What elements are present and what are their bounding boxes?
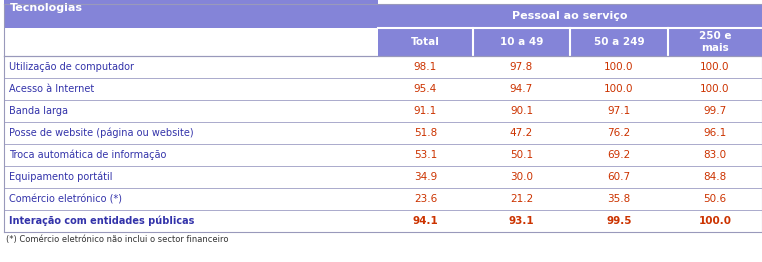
Text: 100.0: 100.0 [699,216,732,226]
Text: Total: Total [411,37,440,47]
Bar [378,4,762,28]
Text: Utilização de computador: Utilização de computador [9,62,134,72]
Text: 250 e
mais: 250 e mais [699,31,732,53]
Text: 100.0: 100.0 [604,84,634,94]
Text: 53.1: 53.1 [414,150,437,160]
Text: 83.0: 83.0 [703,150,726,160]
Text: Troca automática de informação: Troca automática de informação [9,150,166,160]
Text: Tecnologias: Tecnologias [10,3,83,13]
Text: 50.1: 50.1 [510,150,533,160]
Text: 99.5: 99.5 [607,216,632,226]
Text: 30.0: 30.0 [510,172,533,182]
Text: 10 a 49: 10 a 49 [500,37,543,47]
Text: 97.1: 97.1 [607,106,631,116]
Text: Acesso à Internet: Acesso à Internet [9,84,94,94]
Text: 50 a 249: 50 a 249 [594,37,645,47]
Text: 100.0: 100.0 [604,62,634,72]
Text: 99.7: 99.7 [703,106,727,116]
Text: 60.7: 60.7 [607,172,631,182]
Text: 94.1: 94.1 [413,216,438,226]
Text: 23.6: 23.6 [414,194,437,204]
Text: Equipamento portátil: Equipamento portátil [9,172,113,182]
Text: Posse de website (página ou website): Posse de website (página ou website) [9,128,194,138]
Text: 69.2: 69.2 [607,150,631,160]
Text: Pessoal ao serviço: Pessoal ao serviço [512,11,628,21]
Text: 94.7: 94.7 [510,84,533,94]
Text: 100.0: 100.0 [700,62,730,72]
Bar [378,28,473,56]
Text: 34.9: 34.9 [414,172,437,182]
Text: 90.1: 90.1 [510,106,533,116]
Text: 47.2: 47.2 [510,128,533,138]
Text: Comércio eletrónico (*): Comércio eletrónico (*) [9,194,122,204]
Bar [4,0,378,28]
Text: 50.6: 50.6 [703,194,726,204]
Text: 96.1: 96.1 [703,128,727,138]
Text: 21.2: 21.2 [510,194,533,204]
Text: 51.8: 51.8 [414,128,437,138]
Text: 76.2: 76.2 [607,128,631,138]
Text: Banda larga: Banda larga [9,106,68,116]
Text: Interação com entidades públicas: Interação com entidades públicas [9,216,194,226]
Text: 98.1: 98.1 [414,62,437,72]
Text: (*) Comércio eletrónico não inclui o sector financeiro: (*) Comércio eletrónico não inclui o sec… [6,235,229,244]
Text: 95.4: 95.4 [414,84,437,94]
Bar [570,28,668,56]
Text: 93.1: 93.1 [509,216,534,226]
Bar [473,28,570,56]
Text: 35.8: 35.8 [607,194,631,204]
Text: 91.1: 91.1 [414,106,437,116]
Text: 84.8: 84.8 [703,172,727,182]
Text: 97.8: 97.8 [510,62,533,72]
Bar [668,28,762,56]
Text: 100.0: 100.0 [700,84,730,94]
